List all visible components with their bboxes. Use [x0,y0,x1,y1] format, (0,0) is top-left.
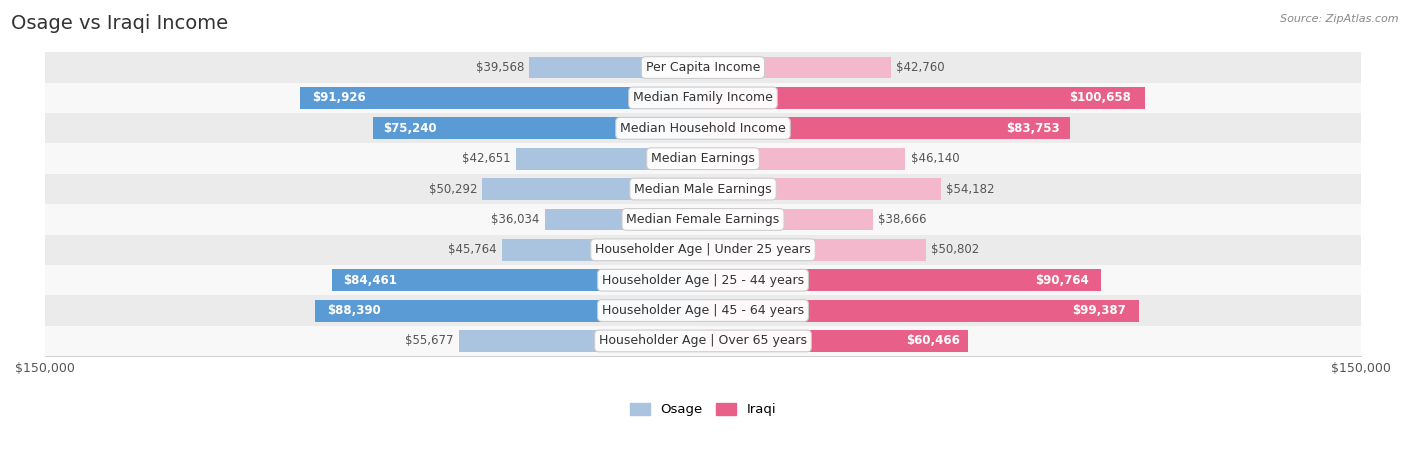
Bar [45,174,1361,204]
Bar [45,234,1361,265]
Bar [45,204,1361,234]
Bar [703,117,1070,139]
Bar [45,52,1361,83]
Bar [482,178,703,200]
Bar [703,269,1101,291]
Bar [45,265,1361,296]
Text: Osage vs Iraqi Income: Osage vs Iraqi Income [11,14,228,33]
Text: $91,926: $91,926 [312,92,366,105]
Text: $42,760: $42,760 [896,61,945,74]
Text: $88,390: $88,390 [326,304,381,317]
Bar [530,57,703,78]
Text: $84,461: $84,461 [343,274,398,287]
Text: Median Family Income: Median Family Income [633,92,773,105]
Bar [373,117,703,139]
Bar [703,57,890,78]
Text: $45,764: $45,764 [449,243,496,256]
Text: $100,658: $100,658 [1070,92,1132,105]
Bar [703,239,927,261]
Text: $99,387: $99,387 [1073,304,1126,317]
Text: $54,182: $54,182 [946,183,994,196]
Text: $36,034: $36,034 [491,213,540,226]
Bar [516,148,703,170]
Text: Householder Age | Over 65 years: Householder Age | Over 65 years [599,334,807,347]
Text: $39,568: $39,568 [475,61,524,74]
Text: Householder Age | Under 25 years: Householder Age | Under 25 years [595,243,811,256]
Text: $42,651: $42,651 [463,152,510,165]
Text: $50,292: $50,292 [429,183,477,196]
Bar [45,113,1361,143]
Text: Median Earnings: Median Earnings [651,152,755,165]
Legend: Osage, Iraqi: Osage, Iraqi [630,403,776,417]
Text: Source: ZipAtlas.com: Source: ZipAtlas.com [1281,14,1399,24]
Bar [546,208,703,230]
Text: Median Female Earnings: Median Female Earnings [627,213,779,226]
Bar [703,208,873,230]
Bar [315,300,703,321]
Text: Per Capita Income: Per Capita Income [645,61,761,74]
Bar [703,87,1144,109]
Bar [703,300,1139,321]
Text: $46,140: $46,140 [911,152,959,165]
Bar [703,148,905,170]
Text: $83,753: $83,753 [1005,122,1059,135]
Bar [703,330,969,352]
Text: $75,240: $75,240 [382,122,436,135]
Text: $50,802: $50,802 [931,243,980,256]
Text: $60,466: $60,466 [907,334,960,347]
Bar [45,143,1361,174]
Text: $38,666: $38,666 [877,213,927,226]
Bar [502,239,703,261]
Bar [45,326,1361,356]
Bar [299,87,703,109]
Bar [458,330,703,352]
Text: Householder Age | 25 - 44 years: Householder Age | 25 - 44 years [602,274,804,287]
Bar [703,178,941,200]
Text: $55,677: $55,677 [405,334,454,347]
Bar [45,296,1361,326]
Bar [45,83,1361,113]
Bar [332,269,703,291]
Text: Median Household Income: Median Household Income [620,122,786,135]
Text: Householder Age | 45 - 64 years: Householder Age | 45 - 64 years [602,304,804,317]
Text: $90,764: $90,764 [1035,274,1090,287]
Text: Median Male Earnings: Median Male Earnings [634,183,772,196]
